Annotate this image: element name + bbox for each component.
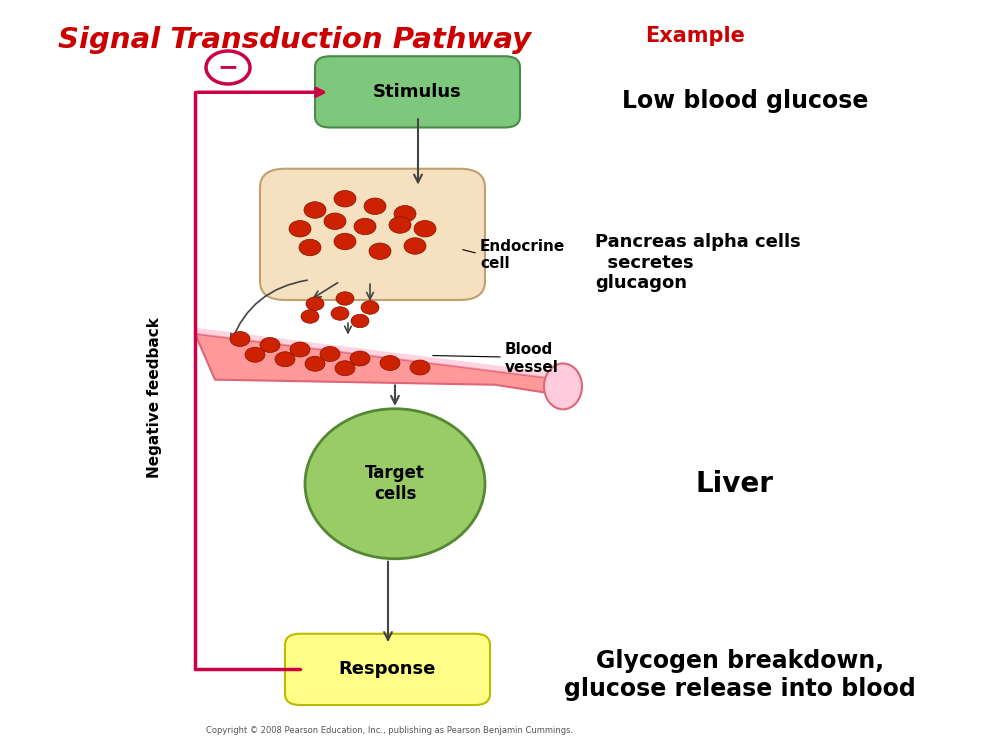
Text: −: − [218, 56, 239, 80]
Polygon shape [195, 328, 555, 379]
Circle shape [290, 342, 310, 357]
Text: Blood
vessel: Blood vessel [505, 342, 559, 375]
Circle shape [369, 243, 391, 260]
Circle shape [334, 190, 356, 207]
Circle shape [245, 347, 265, 362]
Circle shape [361, 301, 379, 314]
Circle shape [334, 233, 356, 250]
Text: Pancreas alpha cells
  secretes
glucagon: Pancreas alpha cells secretes glucagon [595, 232, 801, 292]
Circle shape [304, 202, 326, 218]
Text: Low blood glucose: Low blood glucose [622, 89, 868, 113]
Circle shape [354, 218, 376, 235]
Text: Negative feedback: Negative feedback [148, 317, 162, 478]
Circle shape [230, 332, 250, 346]
Text: Signal Transduction Pathway: Signal Transduction Pathway [58, 26, 532, 54]
Circle shape [335, 361, 355, 376]
Circle shape [364, 198, 386, 214]
Circle shape [404, 238, 426, 254]
FancyBboxPatch shape [285, 634, 490, 705]
Circle shape [336, 292, 354, 305]
Ellipse shape [544, 364, 582, 410]
Circle shape [389, 217, 411, 233]
Text: Endocrine
cell: Endocrine cell [480, 238, 565, 272]
Text: Copyright © 2008 Pearson Education, Inc., publishing as Pearson Benjamin Cumming: Copyright © 2008 Pearson Education, Inc.… [206, 726, 574, 735]
Circle shape [320, 346, 340, 362]
Text: Glycogen breakdown,
glucose release into blood: Glycogen breakdown, glucose release into… [564, 649, 916, 701]
Circle shape [351, 314, 369, 328]
Circle shape [306, 297, 324, 310]
Circle shape [324, 213, 346, 230]
FancyBboxPatch shape [260, 169, 485, 300]
Text: Example: Example [645, 26, 745, 46]
Text: Target
cells: Target cells [365, 464, 425, 503]
Circle shape [414, 220, 436, 237]
Circle shape [410, 360, 430, 375]
Text: Stimulus: Stimulus [373, 83, 462, 101]
Circle shape [289, 220, 311, 237]
Text: Response: Response [339, 661, 436, 678]
Circle shape [301, 310, 319, 323]
Circle shape [275, 352, 295, 367]
FancyBboxPatch shape [315, 56, 520, 128]
Circle shape [299, 239, 321, 256]
Circle shape [260, 338, 280, 352]
Circle shape [331, 307, 349, 320]
Circle shape [380, 356, 400, 370]
Circle shape [206, 51, 250, 84]
Text: Liver: Liver [695, 470, 773, 498]
Circle shape [305, 356, 325, 371]
Ellipse shape [305, 409, 485, 559]
Circle shape [350, 351, 370, 366]
Polygon shape [195, 334, 555, 394]
Circle shape [394, 206, 416, 222]
